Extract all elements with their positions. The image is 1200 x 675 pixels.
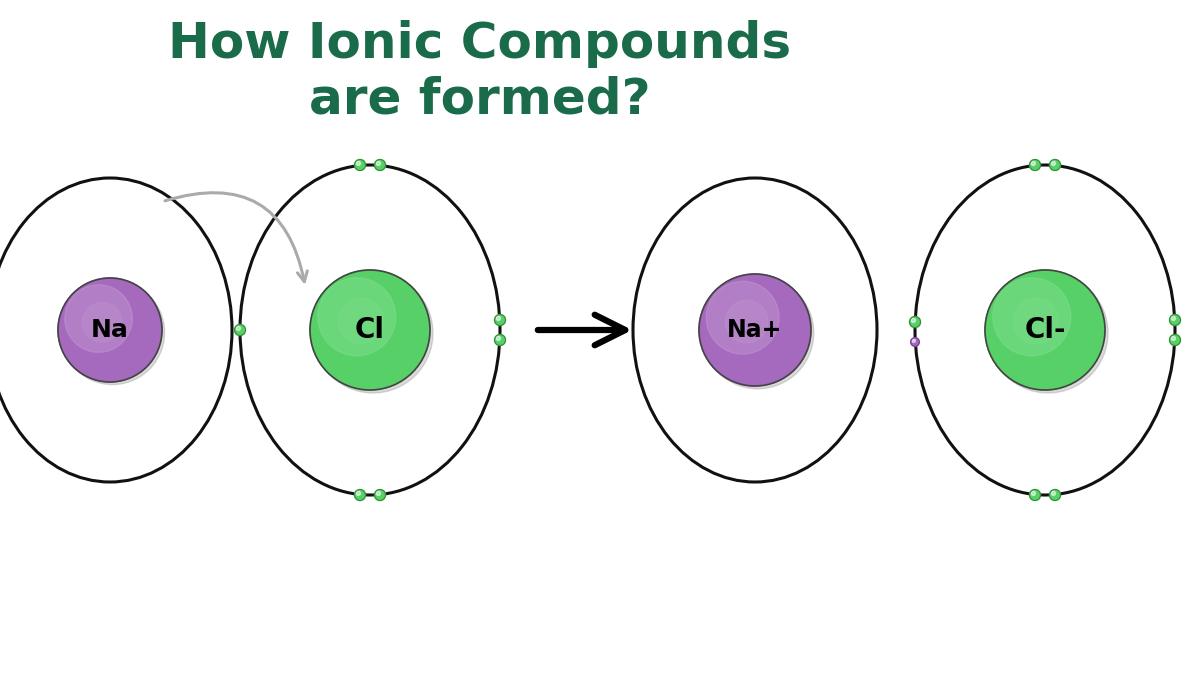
Circle shape bbox=[377, 161, 380, 165]
Circle shape bbox=[1050, 489, 1061, 500]
Circle shape bbox=[313, 273, 433, 393]
Text: Cl: Cl bbox=[355, 316, 385, 344]
Circle shape bbox=[494, 315, 505, 325]
Circle shape bbox=[65, 285, 132, 352]
Circle shape bbox=[910, 317, 920, 327]
Circle shape bbox=[992, 278, 1070, 356]
Circle shape bbox=[1030, 159, 1040, 171]
Circle shape bbox=[234, 325, 246, 335]
Circle shape bbox=[1013, 298, 1058, 344]
Circle shape bbox=[354, 489, 366, 500]
Circle shape bbox=[83, 302, 122, 342]
Circle shape bbox=[494, 335, 505, 346]
Circle shape bbox=[356, 161, 360, 165]
Circle shape bbox=[725, 300, 768, 343]
Circle shape bbox=[911, 318, 916, 323]
Circle shape bbox=[338, 298, 384, 344]
Circle shape bbox=[1171, 336, 1176, 340]
FancyArrowPatch shape bbox=[166, 193, 307, 281]
Circle shape bbox=[1170, 335, 1181, 346]
Circle shape bbox=[1031, 491, 1036, 495]
Circle shape bbox=[1050, 159, 1061, 171]
Circle shape bbox=[377, 491, 380, 495]
Circle shape bbox=[698, 274, 811, 386]
Circle shape bbox=[911, 338, 919, 346]
Text: Na: Na bbox=[91, 318, 128, 342]
Circle shape bbox=[702, 277, 814, 389]
Circle shape bbox=[497, 336, 500, 340]
Circle shape bbox=[354, 159, 366, 171]
Circle shape bbox=[1170, 315, 1181, 325]
Circle shape bbox=[912, 339, 916, 342]
Circle shape bbox=[61, 281, 164, 385]
Circle shape bbox=[497, 317, 500, 321]
Circle shape bbox=[1030, 489, 1040, 500]
Circle shape bbox=[58, 278, 162, 382]
Circle shape bbox=[318, 278, 396, 356]
Circle shape bbox=[1051, 491, 1056, 495]
Circle shape bbox=[1031, 161, 1036, 165]
Circle shape bbox=[236, 326, 240, 331]
Text: How Ionic Compounds: How Ionic Compounds bbox=[168, 20, 792, 68]
Circle shape bbox=[988, 273, 1108, 393]
Circle shape bbox=[707, 281, 779, 354]
Circle shape bbox=[356, 491, 360, 495]
Text: Na+: Na+ bbox=[727, 318, 782, 342]
Circle shape bbox=[985, 270, 1105, 390]
Text: are formed?: are formed? bbox=[310, 75, 650, 123]
Text: Cl-: Cl- bbox=[1025, 316, 1066, 344]
Circle shape bbox=[1051, 161, 1056, 165]
Circle shape bbox=[1171, 317, 1176, 321]
Circle shape bbox=[310, 270, 430, 390]
Circle shape bbox=[374, 489, 385, 500]
Circle shape bbox=[374, 159, 385, 171]
